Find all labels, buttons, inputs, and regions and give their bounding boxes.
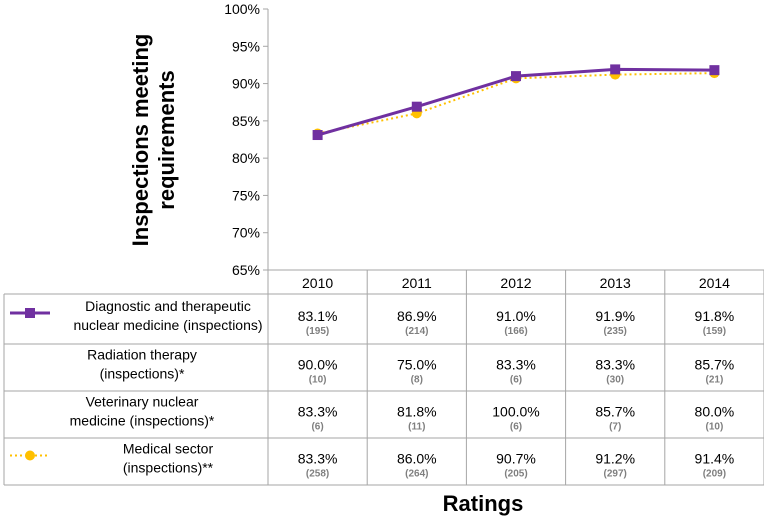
count-label: (21) [706, 375, 724, 386]
y-tick-label: 75% [232, 187, 260, 203]
data-label: 83.1% [298, 308, 338, 324]
x-tick-label: 2012 [500, 275, 531, 291]
data-label: 83.3% [298, 404, 338, 420]
y-axis-title: Inspections meeting requirements [128, 34, 179, 247]
data-point-square [610, 64, 621, 75]
data-label: 90.7% [496, 451, 536, 467]
data-label: 91.9% [595, 308, 635, 324]
data-label: 83.3% [595, 357, 635, 373]
row-label: Medical sector [123, 441, 214, 457]
y-axis-title-line: requirements [154, 70, 179, 209]
series-lines [312, 64, 720, 141]
y-tick-label: 65% [232, 262, 260, 278]
count-label: (297) [604, 469, 627, 480]
count-label: (6) [510, 375, 522, 386]
legend-marker-square [25, 308, 35, 318]
row-label: Veterinary nuclear [86, 394, 199, 410]
count-label: (235) [604, 326, 627, 337]
y-axis: 65% 70% 75% 80% 85% 90% 95% 100% [224, 1, 269, 278]
count-label: (195) [306, 326, 329, 337]
row-label: medicine (inspections)* [70, 413, 215, 429]
data-label: 75.0% [397, 357, 437, 373]
y-tick-label: 70% [232, 225, 260, 241]
data-table: 2010 2011 2012 2013 2014 Diagnostic and thera… [10, 275, 734, 480]
y-axis-title-line: Inspections meeting [128, 34, 153, 247]
data-label: 80.0% [695, 404, 735, 420]
count-label: (7) [609, 422, 621, 433]
row-label: Diagnostic and therapeutic [85, 298, 251, 314]
count-label: (30) [606, 375, 624, 386]
count-label: (264) [405, 469, 428, 480]
x-tick-label: 2014 [699, 275, 730, 291]
count-label: (166) [504, 326, 527, 337]
row-label: Radiation therapy [87, 347, 197, 363]
data-label: 100.0% [492, 404, 539, 420]
data-label: 90.0% [298, 357, 338, 373]
count-label: (214) [405, 326, 428, 337]
count-label: (8) [411, 375, 423, 386]
row-label: (inspections)** [123, 460, 214, 476]
data-label: 86.0% [397, 451, 437, 467]
data-point-square [411, 101, 422, 112]
data-label: 91.4% [695, 451, 735, 467]
count-label: (6) [510, 422, 522, 433]
y-tick-label: 85% [232, 113, 260, 129]
data-label: 85.7% [695, 357, 735, 373]
data-label: 91.8% [695, 308, 735, 324]
row-label: (inspections)* [100, 366, 185, 382]
count-label: (159) [703, 326, 726, 337]
x-axis-title: Ratings [443, 491, 524, 516]
data-label: 83.3% [298, 451, 338, 467]
count-label: (6) [311, 422, 323, 433]
x-tick-label: 2011 [402, 275, 432, 291]
y-tick-label: 90% [232, 76, 260, 92]
data-label: 81.8% [397, 404, 437, 420]
data-label: 91.0% [496, 308, 536, 324]
row-label: nuclear medicine (inspections) [73, 317, 262, 333]
count-label: (209) [703, 469, 726, 480]
y-tick-label: 95% [232, 38, 260, 54]
y-axis-title-group: Inspections meeting requirements [128, 34, 179, 247]
x-tick-label: 2010 [302, 275, 333, 291]
count-label: (258) [306, 469, 329, 480]
data-label: 86.9% [397, 308, 437, 324]
data-point-square [511, 71, 521, 82]
data-label: 85.7% [595, 404, 635, 420]
data-point-square [709, 65, 720, 76]
x-tick-label: 2013 [600, 275, 631, 291]
count-label: (10) [309, 375, 327, 386]
data-label: 83.3% [496, 357, 536, 373]
y-tick-label: 80% [232, 150, 260, 166]
table-grid [3, 269, 764, 486]
count-label: (205) [504, 469, 527, 480]
data-point-square [312, 130, 323, 141]
y-tick-label: 100% [224, 1, 260, 17]
legend-marker-circle [25, 450, 35, 461]
data-label: 91.2% [595, 451, 635, 467]
count-label: (10) [706, 422, 724, 433]
count-label: (11) [408, 422, 425, 433]
